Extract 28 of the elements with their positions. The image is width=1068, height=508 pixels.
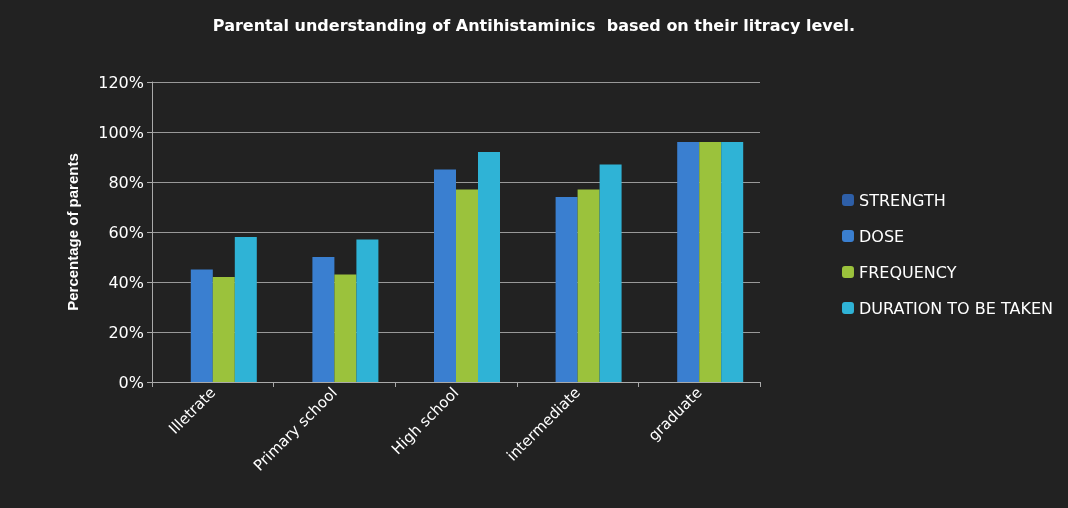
y-tick-label: 40% [108, 272, 144, 292]
bar [212, 277, 235, 382]
y-axis-title: Percentage of parents [64, 153, 81, 311]
bar [699, 142, 722, 382]
y-tick-label: 80% [108, 172, 144, 192]
legend-label: DURATION TO BE TAKEN [858, 298, 1053, 318]
bar [334, 274, 357, 382]
bar [456, 189, 478, 382]
bar [234, 237, 257, 382]
chart-title: Parental understanding of Antihistaminics based on their litracy level. [212, 15, 856, 35]
bar [577, 189, 600, 382]
legend-label: STRENGTH [858, 190, 946, 210]
y-tick-label: 0% [118, 372, 144, 392]
bar [190, 269, 213, 382]
y-tick-label: 120% [98, 72, 144, 92]
bar [312, 257, 335, 382]
bar [599, 164, 622, 382]
y-tick-label: 60% [108, 222, 144, 242]
y-tick-label: 20% [108, 322, 144, 342]
y-tick-label: 100% [98, 122, 144, 142]
bar [555, 197, 578, 382]
legend-label: FREQUENCY [858, 262, 957, 282]
bar [478, 152, 500, 382]
bar [721, 142, 744, 382]
bar [677, 142, 700, 382]
legend-label: DOSE [858, 226, 905, 246]
bar [356, 239, 379, 382]
bar [434, 169, 456, 382]
